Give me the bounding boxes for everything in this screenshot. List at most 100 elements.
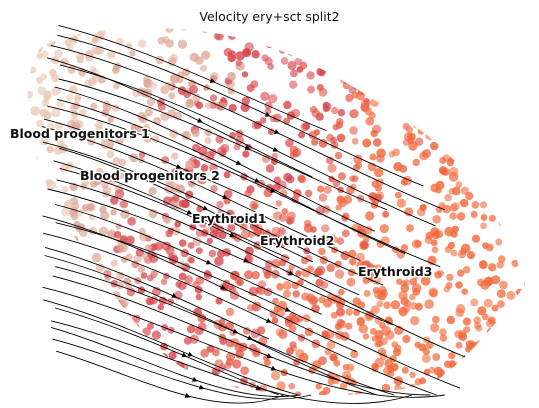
cell-dot [467,47,476,56]
cell-dot [251,50,260,59]
cell-dot [381,45,390,55]
cell-dot [199,64,208,72]
cell-dot [271,152,279,160]
cell-dot [380,337,388,346]
cell-dot [195,247,203,255]
cell-dot [187,256,194,264]
cell-dot [342,364,349,371]
cell-dot [271,317,279,324]
cell-dot [250,80,259,88]
cell-dot [102,341,112,351]
cell-dot [90,391,99,396]
cell-dot [195,56,204,65]
cell-dot [329,353,339,362]
cell-dot [251,203,258,210]
cell-dot [372,286,380,294]
cell-dot [470,169,479,178]
cell-dot [304,189,313,198]
cell-dot [104,376,114,387]
cell-dot [504,166,511,174]
cell-dot [279,259,287,267]
cell-dot [471,108,481,119]
cell-dot [335,307,345,317]
cell-dot [374,357,385,368]
cell-dot [268,234,275,241]
cell-dot [507,99,514,107]
cell-dot [445,125,453,133]
cell-dot [147,322,154,330]
cell-dot [102,138,109,146]
cell-dot [171,152,179,160]
cell-dot [394,384,402,392]
cell-dot [95,31,105,41]
cell-dot [94,120,104,129]
cell-dot [459,56,467,64]
cell-dot [33,398,41,406]
stream-arrow [175,163,182,169]
cluster-label-erythroid3: Erythroid3 [358,264,432,279]
cell-dot [356,317,365,327]
cell-dot [494,114,501,121]
cell-dot [225,27,234,31]
cell-dot [149,81,158,90]
stream-arrow [171,293,178,298]
cell-dot [451,82,460,91]
stream-arrow [288,270,294,276]
cell-dot [276,283,284,291]
cell-dot [491,304,499,312]
cell-dot [362,333,370,340]
stream-arrow [269,187,276,193]
cell-dot [456,90,465,99]
cell-dot [414,341,421,348]
cell-dot [465,191,474,201]
cell-dot [525,222,533,230]
cell-dot [215,135,224,144]
cell-dot [107,229,117,239]
cell-dot [33,388,41,396]
cell-dot [505,364,514,373]
cell-dot [327,378,335,385]
cell-dot [500,384,508,392]
cell-dot [243,327,251,335]
cell-dot [513,363,522,373]
cell-dot [310,51,318,60]
cell-dot [435,54,443,61]
cell-dot [301,268,311,278]
cell-dot [73,373,82,383]
cell-dot [330,311,338,319]
cell-dot [184,275,194,285]
cell-dot [112,64,120,71]
cell-dot [385,48,395,59]
cell-dot [505,159,514,168]
cell-dot [507,159,514,167]
cell-dot [223,189,233,199]
cell-dot [182,130,192,140]
cell-dot [112,157,121,165]
cell-dot [456,398,465,407]
cell-dot [35,340,43,349]
cell-dot [358,33,367,42]
cell-dot [486,327,495,336]
cell-dot [516,334,525,343]
cell-dot [326,340,336,350]
cell-dot [511,97,520,105]
cell-dot [425,131,434,140]
cell-dot [27,301,33,311]
streamline [41,126,361,261]
cell-dot [450,376,460,386]
cell-dot [524,105,525,114]
cell-dot [63,200,73,210]
cell-dot [146,97,155,107]
cell-dot [511,259,519,268]
cell-dot [265,164,275,173]
cell-dot [313,129,320,136]
cell-dot [148,397,156,405]
cell-dot [413,30,422,39]
cell-dot [411,36,418,44]
cell-dot [210,184,218,193]
cell-dot [373,138,382,147]
cell-dot [481,313,489,321]
cell-dot [508,303,518,313]
cell-dot [428,100,438,110]
